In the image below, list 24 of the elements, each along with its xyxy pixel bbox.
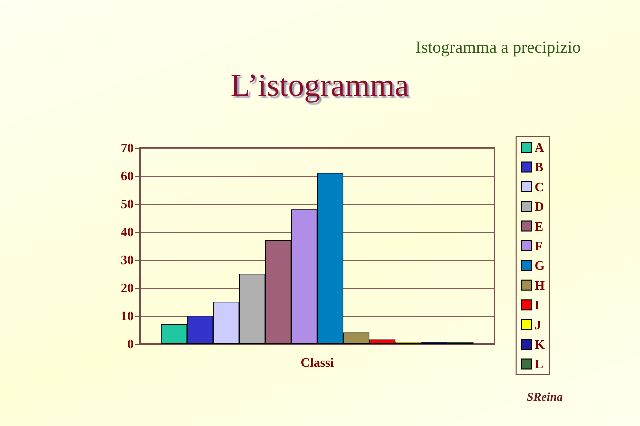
legend-label: L — [534, 356, 544, 372]
legend-label: J — [534, 317, 542, 332]
text: SReina — [526, 390, 564, 404]
y-tick-label: 70 — [121, 140, 134, 156]
y-tick-label: 50 — [121, 196, 134, 212]
legend-label: G — [534, 258, 546, 274]
legend-label: K — [534, 337, 546, 352]
legend-label: C — [534, 179, 544, 194]
chart-subtitle: Istogramma a precipizio — [416, 38, 582, 57]
legend-label: E — [534, 218, 544, 234]
y-tick-label: 60 — [121, 168, 134, 184]
legend-label: H — [534, 278, 546, 293]
y-tick-label: 10 — [121, 308, 134, 324]
y-tick-label: 20 — [121, 280, 134, 296]
y-tick-label: 40 — [121, 224, 134, 240]
x-axis-title: Classi — [300, 355, 334, 370]
legend-label: I — [534, 298, 540, 313]
legend-label: B — [534, 160, 544, 175]
legend-label: D — [534, 199, 544, 214]
y-tick-label: 30 — [121, 252, 134, 268]
legend-label: A — [534, 140, 545, 155]
legend-label: F — [534, 238, 543, 254]
y-tick-label: 0 — [128, 336, 134, 352]
chart-title: L’istogramma — [230, 67, 410, 103]
